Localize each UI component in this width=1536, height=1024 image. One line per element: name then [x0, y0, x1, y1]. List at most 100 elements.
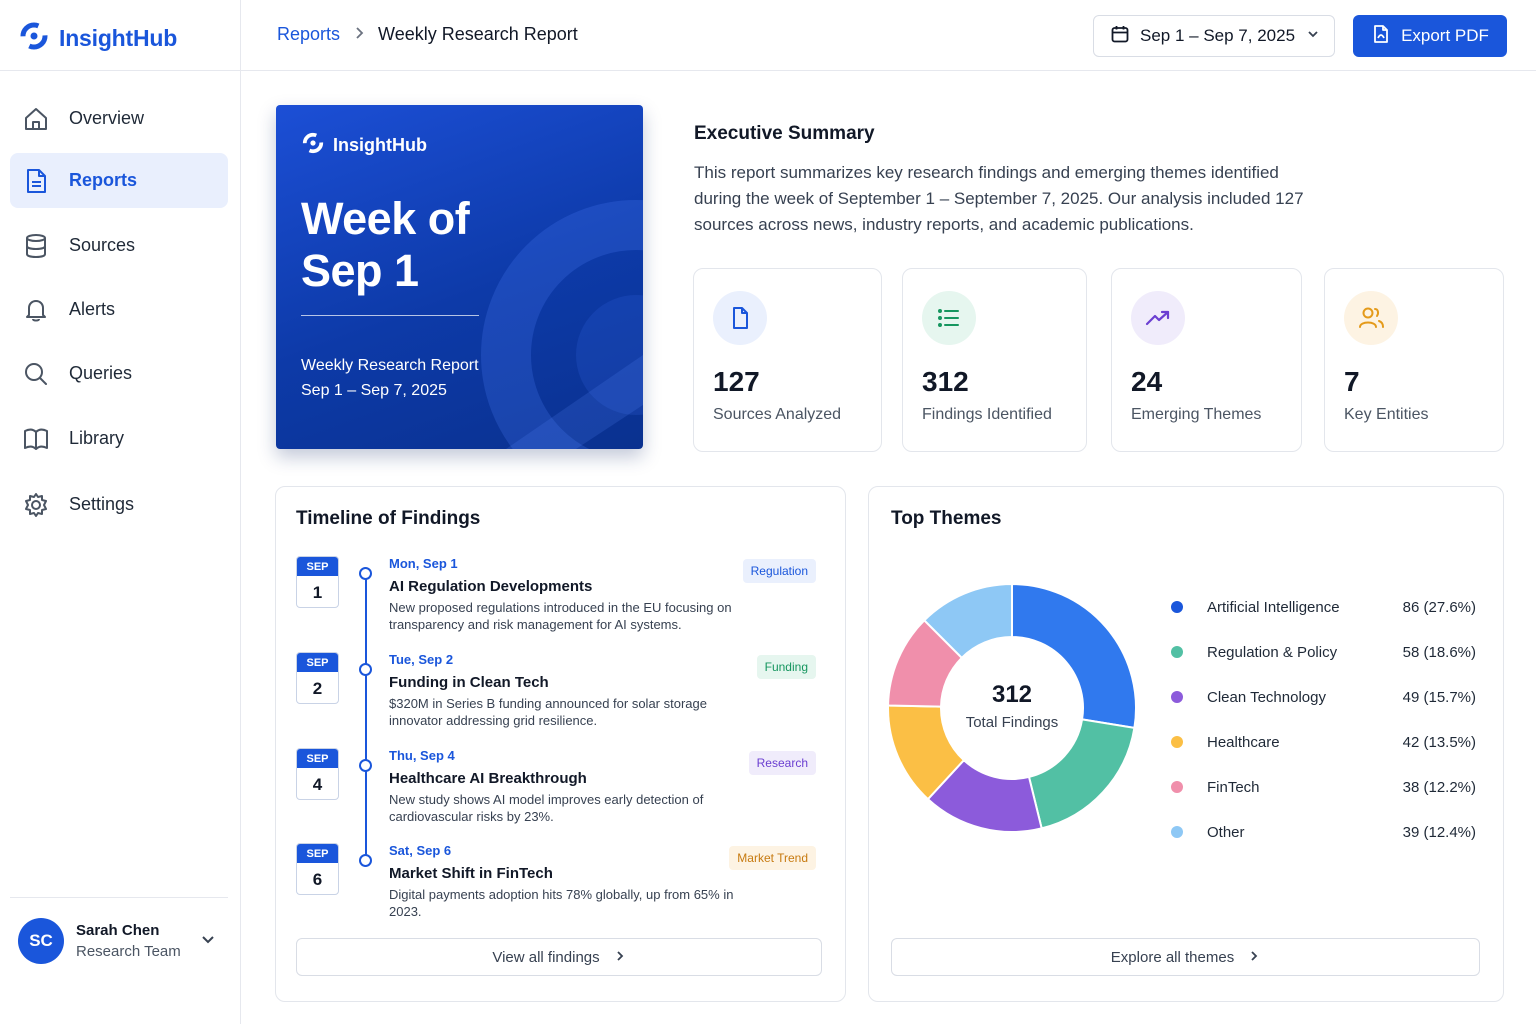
top-themes-title: Top Themes	[891, 508, 1002, 529]
timeline-dot	[359, 759, 372, 772]
divider	[10, 897, 228, 898]
legend-dot	[1171, 601, 1183, 613]
legend-item[interactable]: Healthcare 42 (13.5%)	[1171, 730, 1476, 754]
executive-summary-text: This report summarizes key research find…	[694, 163, 1304, 234]
calendar-month: SEP	[297, 653, 338, 672]
chevron-right-icon	[614, 949, 626, 966]
themes-donut-chart	[887, 582, 1137, 833]
donut-slice-other[interactable]	[922, 582, 1013, 660]
cover-subtitle: Weekly Research Report	[301, 357, 479, 374]
cover-dates: Sep 1 – Sep 7, 2025	[301, 382, 447, 399]
calendar-day: 1	[312, 582, 323, 602]
legend-label: Other	[1207, 823, 1245, 841]
finding-tag[interactable]: Market Trend	[729, 846, 816, 870]
donut-slice-artificial-intelligence[interactable]	[1011, 582, 1137, 730]
chevron-right-icon	[1248, 949, 1260, 966]
view-all-findings-button[interactable]: View all findings	[296, 938, 822, 976]
finding-tag[interactable]: Research	[748, 751, 816, 775]
legend-value: 86 (27.6%)	[1402, 598, 1476, 616]
legend-value: 38 (12.2%)	[1402, 778, 1476, 796]
finding-date: Thu, Sep 4	[389, 748, 455, 763]
calendar-day: 6	[312, 869, 323, 889]
timeline-item[interactable]: SEP 6 Sat, Sep 6 Market Shift in FinTech…	[296, 843, 816, 939]
sidebar-item-label: Reports	[69, 170, 138, 190]
user-menu[interactable]: SC Sarah Chen Research Team	[18, 916, 228, 966]
bell-icon	[22, 296, 50, 324]
document-icon	[22, 167, 50, 195]
stat-card-sources[interactable]: 127 Sources Analyzed	[693, 268, 882, 452]
book-icon	[22, 425, 50, 453]
legend-dot	[1171, 691, 1183, 703]
sidebar-item-label: Queries	[69, 363, 133, 383]
donut-total-label: Total Findings	[965, 714, 1059, 731]
legend-value: 39 (12.4%)	[1402, 823, 1476, 841]
sidebar-item-settings[interactable]: Settings	[10, 477, 228, 532]
export-pdf-label: Export PDF	[1401, 26, 1489, 45]
legend-label: FinTech	[1207, 778, 1260, 796]
report-cover: InsightHub Week of Sep 1 Weekly Research…	[276, 105, 643, 449]
timeline-item[interactable]: SEP 2 Tue, Sep 2 Funding in Clean Tech $…	[296, 652, 816, 748]
stat-value: 127	[713, 366, 760, 397]
app-logo[interactable]: InsightHub	[18, 20, 177, 56]
chevron-down-icon	[1306, 27, 1320, 46]
stat-card-findings[interactable]: 312 Findings Identified	[902, 268, 1087, 452]
sidebar-item-alerts[interactable]: Alerts	[10, 282, 228, 337]
calendar-badge: SEP 6	[296, 843, 339, 895]
sidebar-item-overview[interactable]: Overview	[10, 91, 228, 146]
sidebar-item-reports[interactable]: Reports	[10, 153, 228, 208]
donut-slice-regulation-policy[interactable]	[1027, 718, 1136, 830]
view-all-findings-label: View all findings	[492, 948, 600, 966]
list-icon	[922, 291, 976, 345]
timeline-item[interactable]: SEP 4 Thu, Sep 4 Healthcare AI Breakthro…	[296, 748, 816, 844]
finding-description: $320M in Series B funding announced for …	[389, 696, 707, 728]
avatar: SC	[18, 918, 64, 964]
breadcrumb-current: Weekly Research Report	[378, 24, 578, 44]
stat-card-themes[interactable]: 24 Emerging Themes	[1111, 268, 1302, 452]
stat-label: Findings Identified	[922, 406, 1052, 423]
finding-date: Sat, Sep 6	[389, 843, 452, 858]
timeline-item[interactable]: SEP 1 Mon, Sep 1 AI Regulation Developme…	[296, 556, 816, 652]
legend-item[interactable]: Artificial Intelligence 86 (27.6%)	[1171, 595, 1476, 619]
sidebar-item-library[interactable]: Library	[10, 411, 228, 466]
export-pdf-button[interactable]: Export PDF	[1353, 15, 1507, 57]
explore-all-themes-button[interactable]: Explore all themes	[891, 938, 1480, 976]
legend-item[interactable]: Other 39 (12.4%)	[1171, 820, 1476, 844]
trend-up-icon	[1131, 291, 1185, 345]
legend-item[interactable]: Clean Technology 49 (15.7%)	[1171, 685, 1476, 709]
calendar-badge: SEP 4	[296, 748, 339, 800]
stat-card-entities[interactable]: 7 Key Entities	[1324, 268, 1504, 452]
legend-item[interactable]: FinTech 38 (12.2%)	[1171, 775, 1476, 799]
calendar-badge: SEP 1	[296, 556, 339, 608]
timeline-title: Timeline of Findings	[296, 508, 481, 529]
timeline-dot	[359, 567, 372, 580]
stat-value: 312	[922, 366, 969, 397]
legend-dot	[1171, 781, 1183, 793]
legend-label: Regulation & Policy	[1207, 643, 1338, 661]
app-name: InsightHub	[59, 24, 178, 51]
timeline-dot	[359, 663, 372, 676]
sidebar-item-queries[interactable]: Queries	[10, 346, 228, 401]
executive-summary-title: Executive Summary	[694, 123, 875, 144]
file-icon	[713, 291, 767, 345]
calendar-month: SEP	[297, 749, 338, 768]
legend-item[interactable]: Regulation & Policy 58 (18.6%)	[1171, 640, 1476, 664]
chevron-right-icon	[352, 24, 366, 45]
sidebar-item-label: Overview	[69, 108, 145, 128]
sidebar-item-sources[interactable]: Sources	[10, 218, 228, 273]
finding-tag[interactable]: Funding	[756, 655, 816, 679]
pdf-file-icon	[1371, 24, 1391, 49]
users-icon	[1344, 291, 1398, 345]
legend-label: Artificial Intelligence	[1207, 598, 1340, 616]
gear-icon	[22, 491, 50, 519]
date-range-value: Sep 1 – Sep 7, 2025	[1140, 26, 1296, 45]
chevron-down-icon[interactable]	[200, 931, 216, 952]
finding-description: New proposed regulations introduced in t…	[389, 600, 732, 632]
finding-tag[interactable]: Regulation	[742, 559, 816, 583]
date-range-picker[interactable]: Sep 1 – Sep 7, 2025	[1093, 15, 1335, 57]
breadcrumb-reports-link[interactable]: Reports	[277, 24, 341, 44]
calendar-month: SEP	[297, 844, 338, 863]
calendar-day: 4	[312, 774, 323, 794]
stat-value: 24	[1131, 366, 1163, 397]
finding-date: Mon, Sep 1	[389, 556, 458, 571]
stat-value: 7	[1344, 366, 1360, 397]
